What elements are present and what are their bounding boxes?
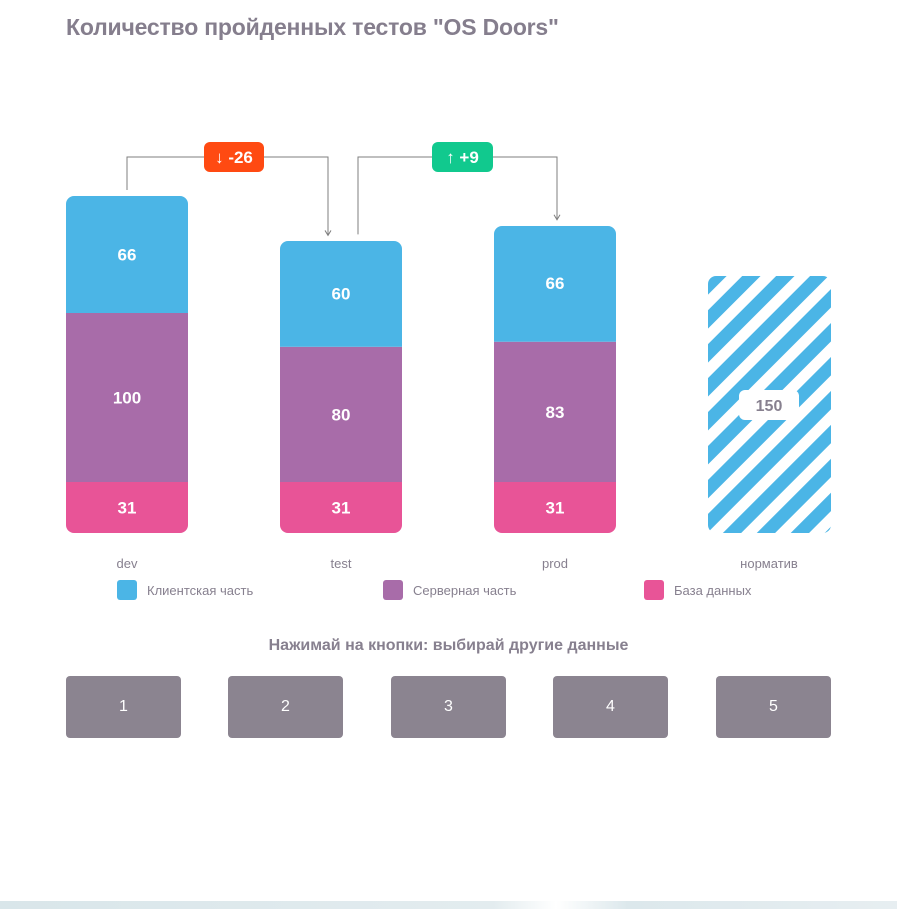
bar-segment-client-dev	[66, 196, 188, 313]
arrow-down-icon	[324, 230, 332, 237]
legend-swatch-db	[644, 580, 664, 600]
legend-swatch-client	[117, 580, 137, 600]
dataset-buttons: 1 2 3 4 5	[0, 676, 897, 738]
category-label: dev	[117, 556, 138, 571]
stacked-bar-chart: ↓ -26 ↑ +9 31 100 66 31 80 60 31 83 66 150 dev test p…	[66, 142, 831, 571]
legend: Клиентская часть Серверная часть База да…	[0, 580, 897, 602]
bar-value-label: 31	[546, 499, 565, 518]
buttons-prompt: Нажимай на кнопки: выбирай другие данные	[268, 637, 629, 654]
footer-strip	[0, 901, 897, 909]
bar-value-label: 60	[332, 285, 351, 304]
category-label: test	[331, 556, 352, 571]
bar-segment-db-dev	[66, 482, 188, 533]
bar-value-label: 66	[546, 274, 565, 293]
delta-label: ↓ -26	[215, 148, 253, 167]
bar-segment-server-dev	[66, 313, 188, 482]
delta-label: ↑ +9	[446, 148, 479, 167]
legend-swatch-server	[383, 580, 403, 600]
legend-label-db: База данных	[674, 582, 752, 598]
dataset-button-5[interactable]: 5	[716, 676, 831, 738]
bar-segment-client-test	[280, 241, 402, 347]
bar-value-label: 80	[332, 405, 351, 424]
dataset-button-2[interactable]: 2	[228, 676, 343, 738]
legend-label-client: Клиентская часть	[147, 582, 254, 598]
dataset-button-1[interactable]: 1	[66, 676, 181, 738]
category-label: норматив	[740, 556, 798, 571]
bar-value-label: 83	[546, 403, 565, 422]
dataset-button-3[interactable]: 3	[391, 676, 506, 738]
delta-connector-down: ↓ -26	[126, 142, 332, 237]
bar-segment-server-prod	[494, 341, 616, 482]
bar-segment-db-prod	[494, 482, 616, 533]
bar-test	[280, 241, 402, 533]
norm-value-badge	[739, 390, 799, 420]
bar-value-label: 66	[118, 246, 137, 265]
bar-dev	[66, 196, 188, 533]
bar-prod	[494, 226, 616, 533]
arrow-down-icon	[553, 214, 561, 221]
bar-value-label: 31	[332, 499, 351, 518]
bar-segment-server-test	[280, 346, 402, 482]
delta-badge	[432, 142, 493, 172]
bar-value-label: 100	[113, 389, 141, 408]
legend-item-server: Серверная часть	[383, 580, 516, 600]
legend-item-client: Клиентская часть	[117, 580, 253, 600]
delta-badge	[204, 142, 264, 172]
legend-item-db: База данных	[644, 580, 751, 600]
bar-segment-client-prod	[494, 226, 616, 342]
legend-label-server: Серверная часть	[413, 582, 517, 598]
bar-segment-db-test	[280, 482, 402, 533]
category-label: prod	[542, 556, 568, 571]
norm-value-label: 150	[756, 398, 783, 415]
chart-title: Количество пройденных тестов "OS Doors"	[66, 14, 559, 40]
dataset-button-4[interactable]: 4	[553, 676, 668, 738]
bar-value-label: 31	[118, 499, 137, 518]
delta-connector-up: ↑ +9	[357, 142, 561, 235]
